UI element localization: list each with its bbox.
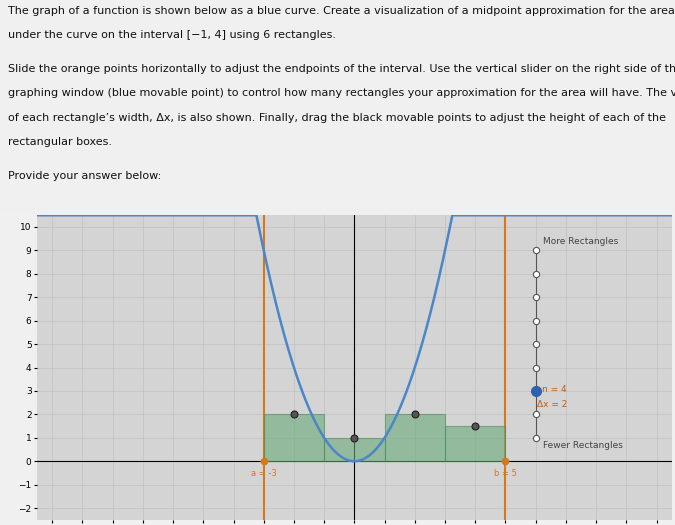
Text: under the curve on the interval [−1, 4] using 6 rectangles.: under the curve on the interval [−1, 4] …	[8, 30, 336, 40]
Text: graphing window (blue movable point) to control how many rectangles your approxi: graphing window (blue movable point) to …	[8, 88, 675, 98]
Text: Fewer Rectangles: Fewer Rectangles	[543, 442, 623, 450]
Text: rectangular boxes.: rectangular boxes.	[8, 136, 112, 146]
Bar	[264, 414, 324, 461]
Text: The graph of a function is shown below as a blue curve. Create a visualization o: The graph of a function is shown below a…	[8, 6, 675, 16]
Text: Δx = 2: Δx = 2	[537, 401, 568, 410]
Bar	[324, 438, 385, 461]
Text: Slide the orange points horizontally to adjust the endpoints of the interval. Us: Slide the orange points horizontally to …	[8, 64, 675, 74]
Bar	[445, 426, 506, 461]
Text: of each rectangle’s width, Δx, is also shown. Finally, drag the black movable po: of each rectangle’s width, Δx, is also s…	[8, 112, 666, 122]
Bar	[385, 414, 445, 461]
Text: b = 5: b = 5	[494, 469, 517, 478]
Text: Provide your answer below:: Provide your answer below:	[8, 171, 161, 181]
Text: n = 4: n = 4	[542, 384, 566, 394]
Text: More Rectangles: More Rectangles	[543, 237, 618, 246]
Text: a = -3: a = -3	[251, 469, 277, 478]
